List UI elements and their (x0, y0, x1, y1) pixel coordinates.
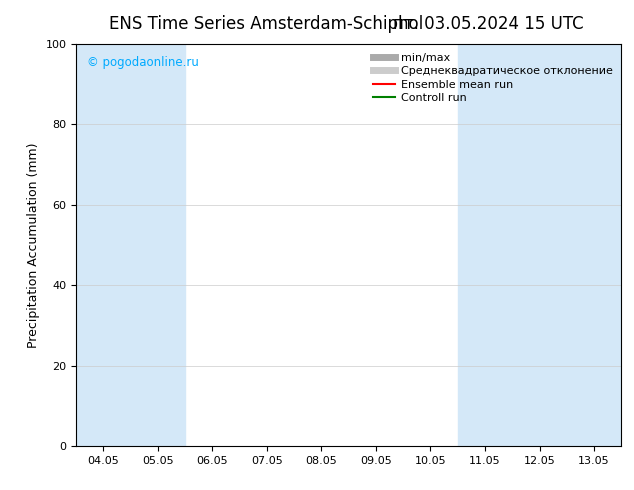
Text: ENS Time Series Amsterdam-Schiphol: ENS Time Series Amsterdam-Schiphol (109, 15, 424, 33)
Bar (458, 44, 621, 446)
Legend: min/max, Среднеквадратическое отклонение, Ensemble mean run, Controll run: min/max, Среднеквадратическое отклонение… (370, 49, 616, 106)
Bar (76, 44, 185, 446)
Text: © pogodaonline.ru: © pogodaonline.ru (87, 56, 199, 69)
Text: пт. 03.05.2024 15 UTC: пт. 03.05.2024 15 UTC (393, 15, 583, 33)
Y-axis label: Precipitation Accumulation (mm): Precipitation Accumulation (mm) (27, 142, 40, 348)
